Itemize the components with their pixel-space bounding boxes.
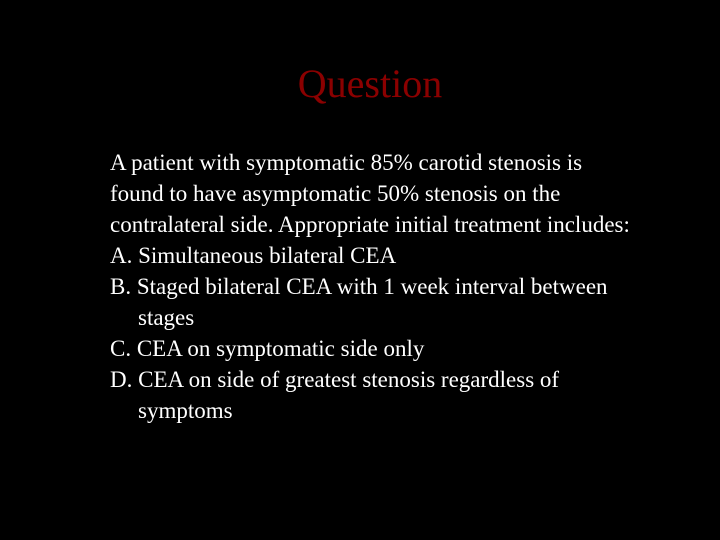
slide-body: A patient with symptomatic 85% carotid s… bbox=[110, 147, 630, 426]
option-b: B. Staged bilateral CEA with 1 week inte… bbox=[110, 271, 630, 302]
stem-line: found to have asymptomatic 50% stenosis … bbox=[110, 178, 630, 209]
option-c: C. CEA on symptomatic side only bbox=[110, 333, 630, 364]
slide-title: Question bbox=[110, 60, 630, 107]
option-b-cont: stages bbox=[110, 302, 630, 333]
option-a: A. Simultaneous bilateral CEA bbox=[110, 240, 630, 271]
option-d: D. CEA on side of greatest stenosis rega… bbox=[110, 364, 630, 395]
stem-line: contralateral side. Appropriate initial … bbox=[110, 209, 630, 240]
option-d-cont: symptoms bbox=[110, 395, 630, 426]
slide-container: Question A patient with symptomatic 85% … bbox=[0, 0, 720, 540]
stem-line: A patient with symptomatic 85% carotid s… bbox=[110, 147, 630, 178]
